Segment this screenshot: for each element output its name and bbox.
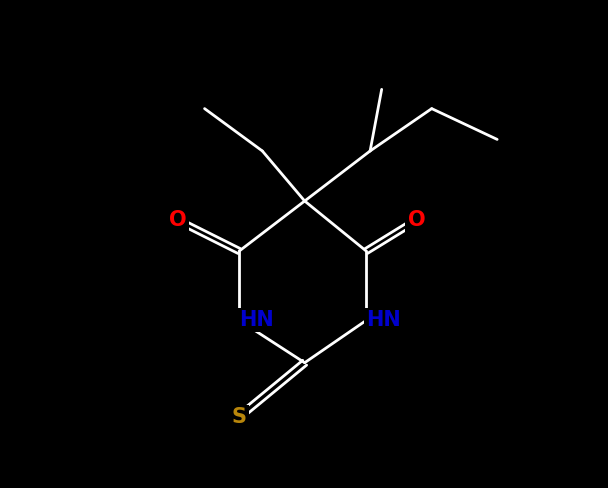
Text: O: O <box>169 210 187 230</box>
Text: HN: HN <box>239 310 274 330</box>
Text: S: S <box>232 407 247 427</box>
Text: O: O <box>407 210 425 230</box>
Text: HN: HN <box>366 310 401 330</box>
